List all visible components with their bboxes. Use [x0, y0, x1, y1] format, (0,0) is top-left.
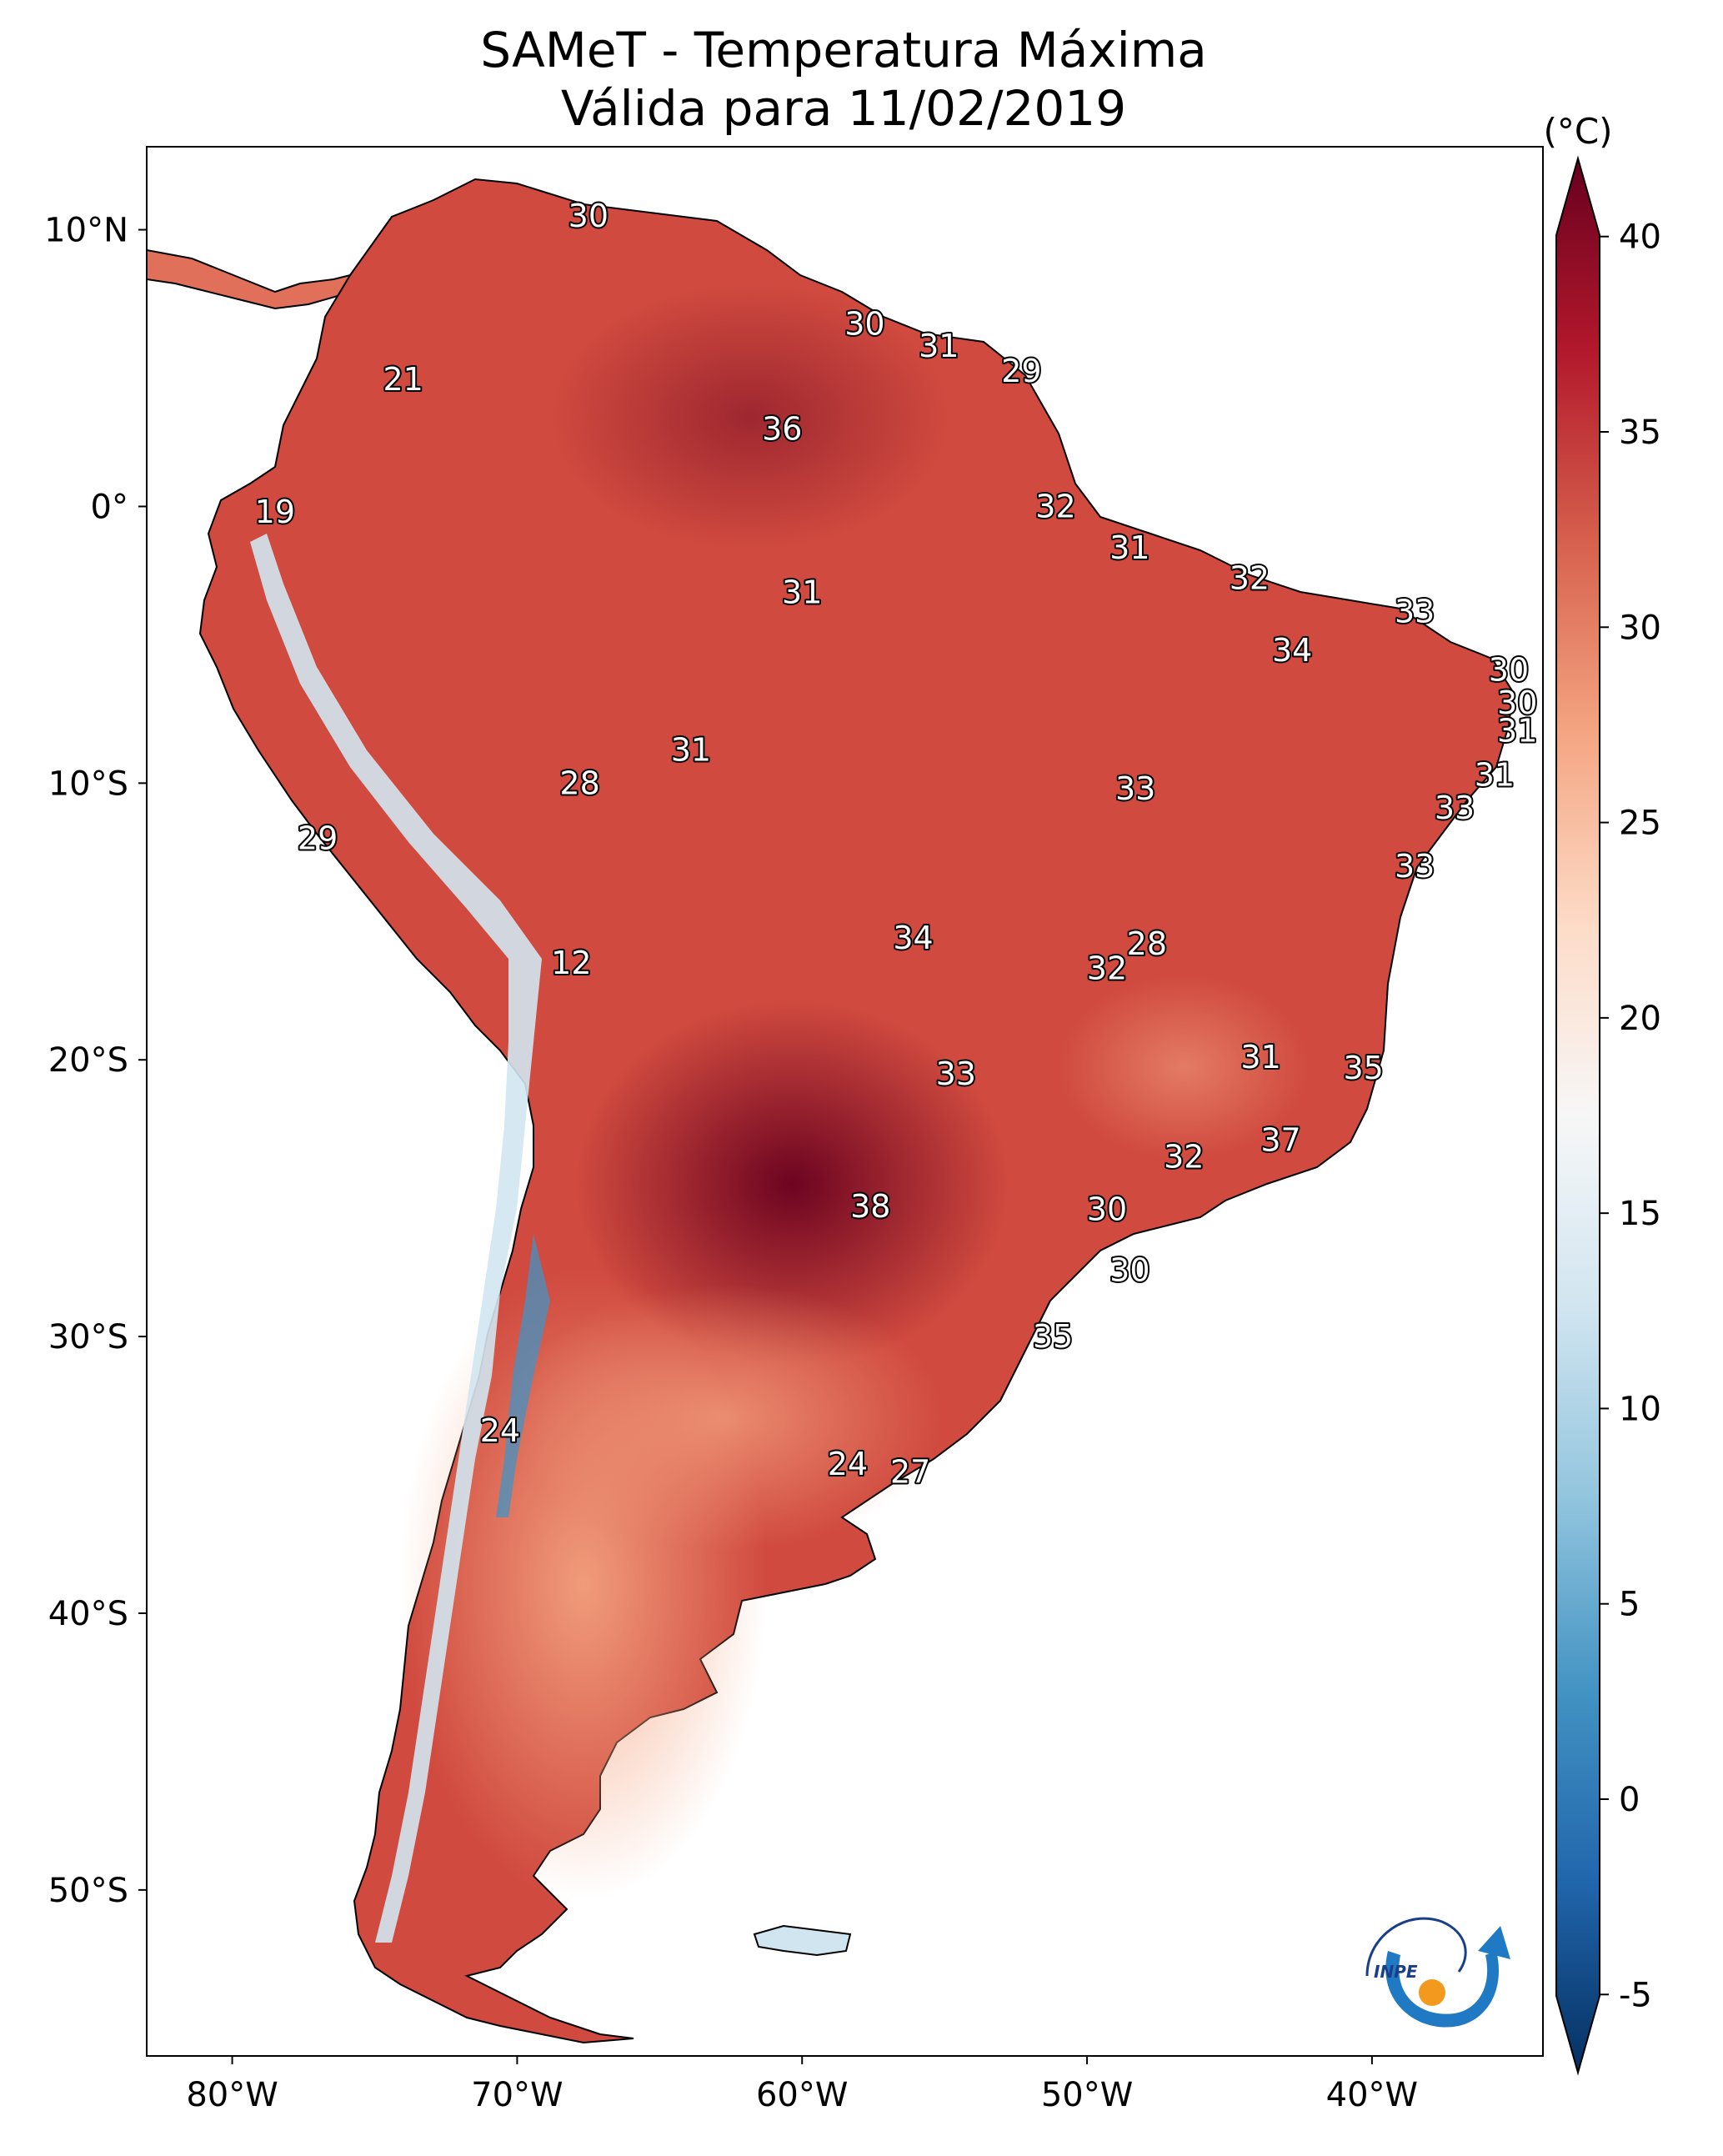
- x-tick-label: 60°W: [756, 2076, 848, 2114]
- logo-text: INPE: [1374, 1962, 1418, 1982]
- y-tick-label: 10°N: [44, 212, 128, 250]
- temperature-value-label: 29: [1001, 353, 1041, 389]
- temperature-value-label: 31: [919, 328, 959, 364]
- colorbar-ticks: 40 35 30 25 20 15 10 5 0 -5: [1600, 218, 1661, 2014]
- temperature-value-label: 30: [1087, 1191, 1127, 1227]
- title-line-1: SAMeT - Temperatura Máxima: [480, 22, 1207, 78]
- temperature-value-label: 12: [551, 945, 591, 981]
- temperature-value-label: 30: [844, 305, 884, 342]
- temperature-value-label: 34: [893, 920, 933, 956]
- x-tick-label: 50°W: [1041, 2076, 1133, 2114]
- x-tick-label: 80°W: [186, 2076, 278, 2114]
- y-tick-label: 10°S: [48, 765, 128, 803]
- falkland-islands: [753, 1924, 852, 1957]
- hotspot-chaco: [575, 1000, 1009, 1367]
- temperature-value-label: 33: [936, 1055, 976, 1092]
- y-tick-label: 40°S: [48, 1595, 128, 1633]
- temperature-value-label: 24: [480, 1412, 520, 1449]
- map-area: 80°W 70°W 60°W 50°W 40°W 10°N 0° 10°S 20°S 30°S 4…: [44, 146, 1544, 2114]
- andes-cold-core: [496, 1234, 550, 1517]
- temperature-value-label: 32: [1230, 560, 1270, 597]
- central-america: [147, 248, 353, 310]
- temperature-value-label: 36: [762, 411, 802, 448]
- continent-layer: [147, 178, 1515, 2044]
- temperature-value-label: 32: [1087, 950, 1127, 987]
- colorbar-body: [1555, 155, 1600, 2076]
- temperature-value-label: 33: [1395, 848, 1435, 885]
- warm-east: [1059, 975, 1309, 1159]
- temperature-value-label: 34: [1272, 632, 1312, 669]
- temperature-value-label: 30: [1109, 1251, 1150, 1288]
- temperature-value-label: 33: [1395, 594, 1435, 630]
- temperature-value-label: 32: [1164, 1138, 1204, 1175]
- logo-arrow-icon: [1478, 1926, 1510, 1959]
- x-axis-ticks: 80°W 70°W 60°W 50°W 40°W: [186, 2056, 1418, 2114]
- colorbar-tick-label: 40: [1619, 218, 1661, 257]
- temperature-value-label: 30: [1497, 684, 1537, 721]
- colorbar-tick-label: 0: [1619, 1781, 1640, 1819]
- colorbar-tick-label: 10: [1619, 1390, 1661, 1428]
- temperature-value-label: 31: [1109, 529, 1150, 566]
- y-axis-ticks: 10°N 0° 10°S 20°S 30°S 40°S 50°S: [44, 212, 147, 1910]
- colorbar-tick-label: -5: [1619, 1976, 1652, 2014]
- temperature-value-label: 35: [1343, 1050, 1383, 1086]
- colorbar-tick-label: 20: [1619, 1000, 1661, 1038]
- x-tick-label: 40°W: [1326, 2076, 1418, 2114]
- logo-swoosh-icon: [1385, 1951, 1499, 2028]
- y-tick-label: 0°: [91, 488, 128, 526]
- temperature-value-label: 37: [1260, 1121, 1300, 1158]
- colorbar-tick-label: 15: [1619, 1195, 1661, 1233]
- warm-pampas: [508, 1284, 942, 1551]
- temperature-value-label: 31: [1497, 712, 1537, 749]
- temperature-value-label: 30: [568, 198, 609, 234]
- hotspot-north: [550, 283, 950, 550]
- inpe-logo: INPE: [1365, 1917, 1510, 2028]
- colorbar-tick-label: 30: [1619, 609, 1661, 647]
- temperature-value-label: 27: [890, 1454, 930, 1491]
- y-tick-label: 20°S: [48, 1041, 128, 1080]
- temperature-value-label: 21: [383, 361, 423, 398]
- temperature-value-label: 29: [298, 820, 338, 857]
- temperature-value-label: 19: [255, 494, 295, 530]
- temperature-value-label: 24: [828, 1446, 868, 1482]
- map-frame: [146, 146, 1544, 2057]
- temperature-value-label: 33: [1435, 790, 1475, 826]
- logo-ring-icon: [1365, 1917, 1467, 1977]
- logo-dot-icon: [1419, 1979, 1445, 2006]
- temperature-value-label: 33: [1115, 770, 1155, 807]
- temperature-value-label: 31: [671, 732, 711, 769]
- colorbar-tick-label: 35: [1619, 414, 1661, 452]
- y-tick-label: 50°S: [48, 1872, 128, 1910]
- temperature-value-label: 31: [782, 574, 822, 610]
- title-line-2: Válida para 11/02/2019: [561, 80, 1126, 137]
- y-tick-label: 30°S: [48, 1318, 128, 1356]
- colorbar-unit-label: (°C): [1543, 111, 1612, 152]
- temperature-value-label: 31: [1240, 1039, 1280, 1075]
- colorbar: (°C) 40 35 30 25 20 15 10 5 0 -5: [1543, 111, 1661, 2076]
- colorbar-tick-label: 25: [1619, 805, 1661, 843]
- temperature-value-label: 31: [1475, 756, 1515, 793]
- temperature-value-label: 28: [1127, 925, 1167, 962]
- temperature-value-label: 30: [1489, 651, 1529, 688]
- temperature-value-label: 38: [850, 1188, 890, 1225]
- x-tick-label: 70°W: [471, 2076, 563, 2114]
- andes-cool-strip: [250, 534, 542, 1943]
- temperature-value-label: 28: [559, 765, 599, 801]
- colorbar-tick-label: 5: [1619, 1586, 1640, 1624]
- temperature-value-label: 32: [1035, 488, 1075, 524]
- temperature-value-label: 35: [1033, 1318, 1073, 1355]
